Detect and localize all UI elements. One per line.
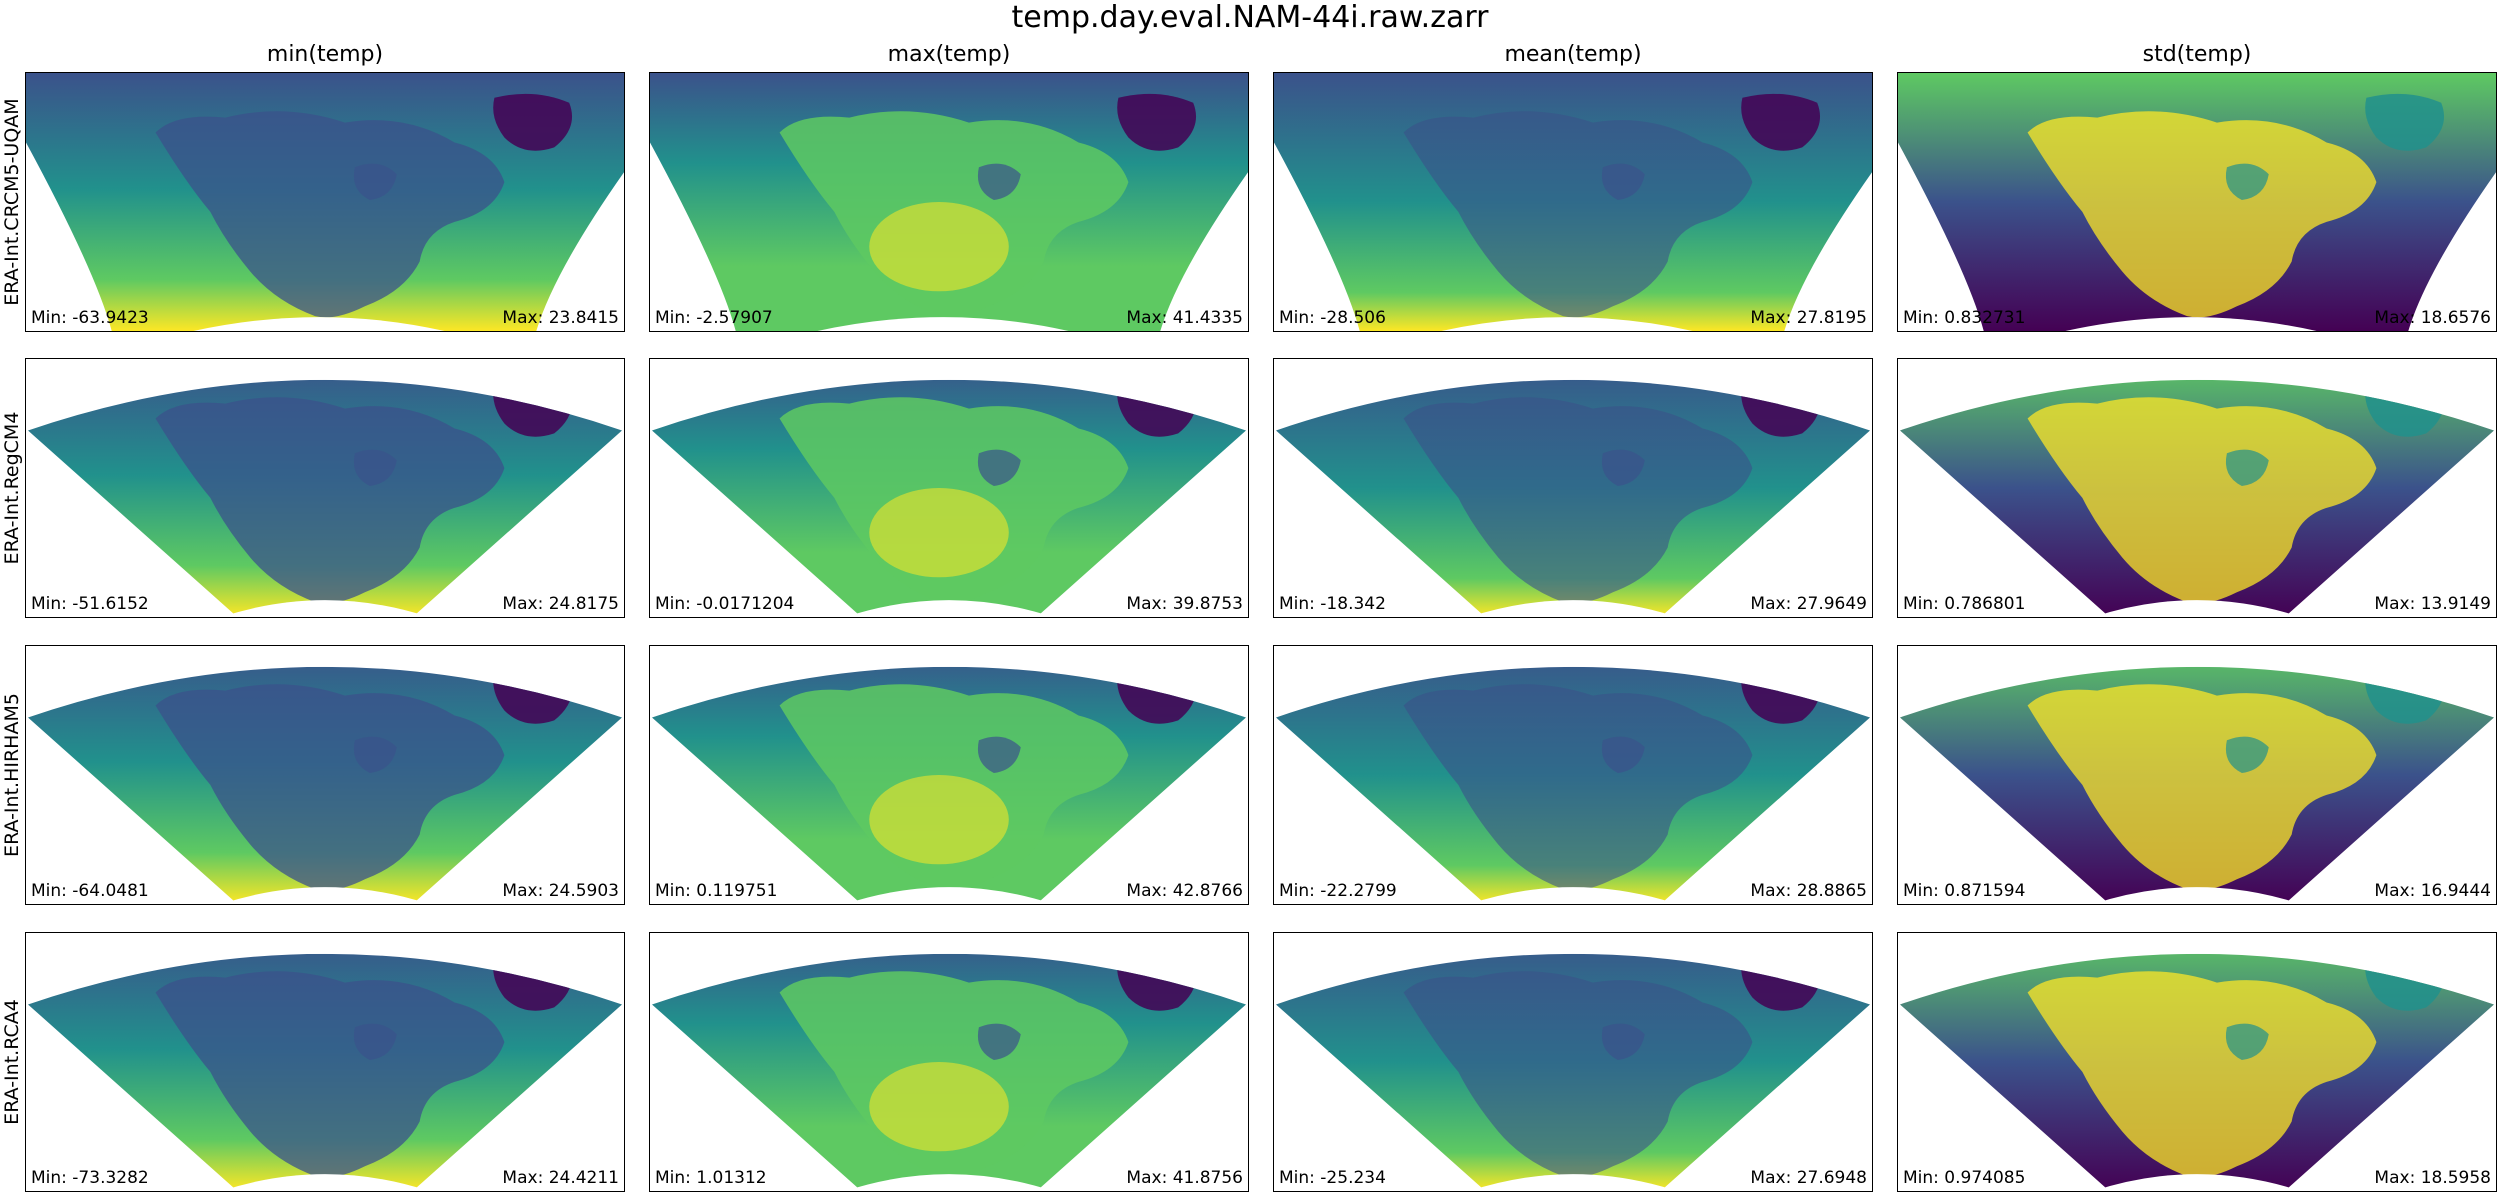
min-value-label: Min: -0.0171204 xyxy=(655,594,795,614)
temperature-field-map xyxy=(27,379,623,617)
map-panel: Min: -73.3282 Max: 24.4211 xyxy=(25,932,625,1192)
max-value-label: Max: 16.9444 xyxy=(2374,881,2491,901)
map-panel: Min: 0.871594 Max: 16.9444 xyxy=(1897,645,2497,905)
temperature-field-map xyxy=(1898,73,2496,331)
column-title: std(temp) xyxy=(2142,42,2252,67)
map-panel: Min: -22.2799 Max: 28.8865 xyxy=(1273,645,1873,905)
temperature-field-map xyxy=(650,73,1248,331)
row-label: ERA-Int.RCA4 xyxy=(1,999,23,1125)
temperature-field-map xyxy=(1275,666,1871,904)
max-value-label: Max: 39.8753 xyxy=(1126,594,1243,614)
map-panel: Min: -18.342 Max: 27.9649 xyxy=(1273,358,1873,618)
temperature-field-map xyxy=(1274,73,1872,331)
map-panel: Min: -63.9423 Max: 23.8415 xyxy=(25,72,625,332)
row-label: ERA-Int.HIRHAM5 xyxy=(1,693,23,857)
max-value-label: Max: 18.6576 xyxy=(2374,308,2491,328)
row-label: ERA-Int.CRCM5-UQAM xyxy=(1,98,23,306)
max-value-label: Max: 42.8766 xyxy=(1126,881,1243,901)
temperature-field-map xyxy=(1275,953,1871,1191)
temperature-field-map xyxy=(651,666,1247,904)
temperature-field-map xyxy=(1275,379,1871,617)
min-value-label: Min: 0.871594 xyxy=(1903,881,2026,901)
map-panel: Min: -25.234 Max: 27.6948 xyxy=(1273,932,1873,1192)
min-value-label: Min: 0.974085 xyxy=(1903,1168,2026,1188)
min-value-label: Min: 1.01312 xyxy=(655,1168,767,1188)
row-label: ERA-Int.RegCM4 xyxy=(1,411,23,565)
temperature-field-map xyxy=(27,953,623,1191)
max-value-label: Max: 27.8195 xyxy=(1750,308,1867,328)
max-value-label: Max: 23.8415 xyxy=(502,308,619,328)
map-panel: Min: -2.57907 Max: 41.4335 xyxy=(649,72,1249,332)
column-title: max(temp) xyxy=(887,42,1011,67)
temperature-field-map xyxy=(651,379,1247,617)
column-title: min(temp) xyxy=(266,42,384,67)
max-value-label: Max: 41.4335 xyxy=(1126,308,1243,328)
temperature-field-map xyxy=(1899,379,2495,617)
temperature-field-map xyxy=(1899,666,2495,904)
min-value-label: Min: -22.2799 xyxy=(1279,881,1397,901)
min-value-label: Min: -63.9423 xyxy=(31,308,149,328)
min-value-label: Min: -2.57907 xyxy=(655,308,773,328)
map-panel: Min: 0.974085 Max: 18.5958 xyxy=(1897,932,2497,1192)
map-panel: Min: 0.832731 Max: 18.6576 xyxy=(1897,72,2497,332)
min-value-label: Min: 0.786801 xyxy=(1903,594,2026,614)
max-value-label: Max: 24.4211 xyxy=(502,1168,619,1188)
map-panel: Min: -28.506 Max: 27.8195 xyxy=(1273,72,1873,332)
min-value-label: Min: 0.832731 xyxy=(1903,308,2026,328)
min-value-label: Min: -73.3282 xyxy=(31,1168,149,1188)
temperature-field-map xyxy=(651,953,1247,1191)
min-value-label: Min: 0.119751 xyxy=(655,881,778,901)
max-value-label: Max: 24.5903 xyxy=(502,881,619,901)
max-value-label: Max: 27.6948 xyxy=(1750,1168,1867,1188)
max-value-label: Max: 24.8175 xyxy=(502,594,619,614)
map-panel: Min: -64.0481 Max: 24.5903 xyxy=(25,645,625,905)
map-panel: Min: 1.01312 Max: 41.8756 xyxy=(649,932,1249,1192)
map-panel: Min: 0.786801 Max: 13.9149 xyxy=(1897,358,2497,618)
map-panel: Min: -51.6152 Max: 24.8175 xyxy=(25,358,625,618)
max-value-label: Max: 18.5958 xyxy=(2374,1168,2491,1188)
max-value-label: Max: 41.8756 xyxy=(1126,1168,1243,1188)
max-value-label: Max: 27.9649 xyxy=(1750,594,1867,614)
max-value-label: Max: 13.9149 xyxy=(2374,594,2491,614)
temperature-field-map xyxy=(1899,953,2495,1191)
temperature-field-map xyxy=(26,73,624,331)
map-panel: Min: 0.119751 Max: 42.8766 xyxy=(649,645,1249,905)
temperature-field-map xyxy=(27,666,623,904)
min-value-label: Min: -18.342 xyxy=(1279,594,1386,614)
max-value-label: Max: 28.8865 xyxy=(1750,881,1867,901)
min-value-label: Min: -51.6152 xyxy=(31,594,149,614)
min-value-label: Min: -64.0481 xyxy=(31,881,149,901)
min-value-label: Min: -28.506 xyxy=(1279,308,1386,328)
min-value-label: Min: -25.234 xyxy=(1279,1168,1386,1188)
column-title: mean(temp) xyxy=(1504,42,1642,67)
map-panel: Min: -0.0171204 Max: 39.8753 xyxy=(649,358,1249,618)
figure-title: temp.day.eval.NAM-44i.raw.zarr xyxy=(1011,0,1489,35)
